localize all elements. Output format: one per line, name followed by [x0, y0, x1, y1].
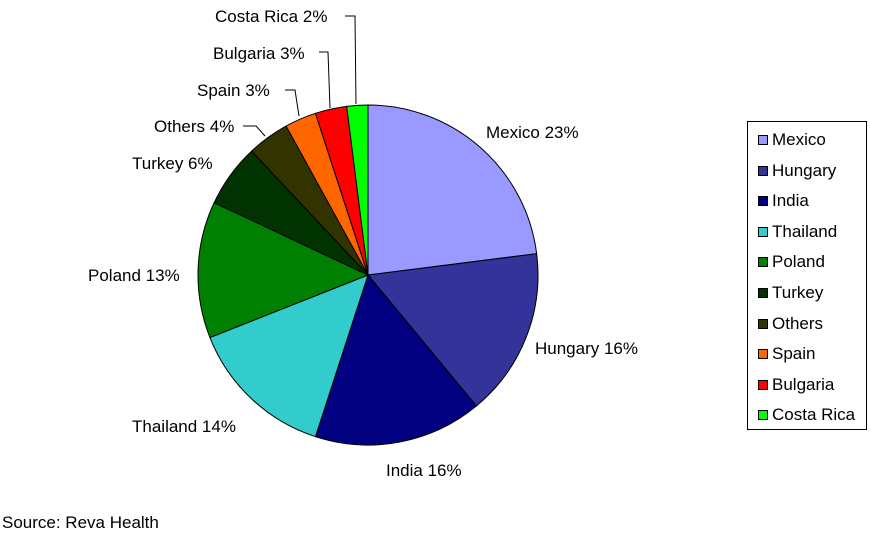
legend-swatch — [758, 257, 768, 268]
legend-label: Hungary — [772, 160, 837, 180]
slice-label-mexico: Mexico 23% — [486, 123, 579, 142]
leader-line-bulgaria — [319, 51, 331, 109]
legend-label: Others — [772, 313, 824, 333]
leader-line-others — [243, 125, 266, 137]
legend-item-bulgaria: Bulgaria — [758, 374, 834, 396]
legend-item-mexico: Mexico — [758, 129, 826, 151]
legend-swatch — [758, 318, 768, 329]
slice-label-poland: Poland 13% — [88, 266, 180, 285]
legend-label: Thailand — [772, 221, 838, 241]
chart-legend: Mexico Hungary India Thailand Poland Turkey Ot… — [747, 121, 867, 430]
pie-slice-india — [314, 273, 478, 446]
legend-swatch — [758, 135, 768, 145]
legend-item-thailand: Thailand — [758, 221, 837, 243]
legend-label: Spain — [772, 344, 816, 364]
pie-slice-hungary — [367, 253, 539, 407]
legend-label: Mexico — [772, 130, 826, 149]
legend-swatch — [758, 226, 768, 237]
legend-swatch — [758, 196, 768, 207]
legend-item-spain: Spain — [758, 343, 815, 365]
legend-label: Poland — [772, 252, 825, 272]
leader-line-costa-rica — [345, 15, 357, 105]
legend-label: Costa Rica — [772, 405, 856, 425]
slice-label-hungary: Hungary 16% — [535, 339, 638, 358]
legend-label: Turkey — [772, 283, 824, 302]
pie-slice-thailand — [209, 274, 369, 438]
slice-label-bulgaria: Bulgaria 3% — [213, 44, 305, 63]
legend-label: Bulgaria — [772, 374, 835, 394]
leader-line-spain — [285, 89, 300, 117]
slice-label-turkey: Turkey 6% — [132, 154, 213, 173]
legend-item-turkey: Turkey — [758, 282, 823, 304]
legend-swatch — [758, 288, 768, 298]
slice-label-costa-rica: Costa Rica 2% — [215, 7, 327, 26]
slice-label-india: India 16% — [386, 461, 462, 480]
legend-item-india: India — [758, 190, 809, 212]
legend-swatch — [758, 410, 768, 421]
pie-slice-mexico — [367, 104, 538, 276]
legend-item-others: Others — [758, 313, 823, 335]
slice-label-spain: Spain 3% — [197, 81, 270, 100]
source-note: Source: Reva Health — [2, 513, 159, 532]
legend-swatch — [758, 349, 768, 360]
legend-swatch — [758, 165, 768, 176]
legend-item-hungary: Hungary — [758, 160, 836, 182]
slice-label-thailand: Thailand 14% — [132, 417, 236, 436]
slice-label-others: Others 4% — [154, 117, 234, 136]
legend-label: India — [772, 191, 809, 211]
legend-item-costa-rica: Costa Rica — [758, 404, 855, 426]
pie-slice-poland — [197, 201, 370, 339]
legend-swatch — [758, 379, 768, 390]
pie-slice-costa-rica — [346, 104, 369, 276]
legend-item-poland: Poland — [758, 251, 825, 273]
